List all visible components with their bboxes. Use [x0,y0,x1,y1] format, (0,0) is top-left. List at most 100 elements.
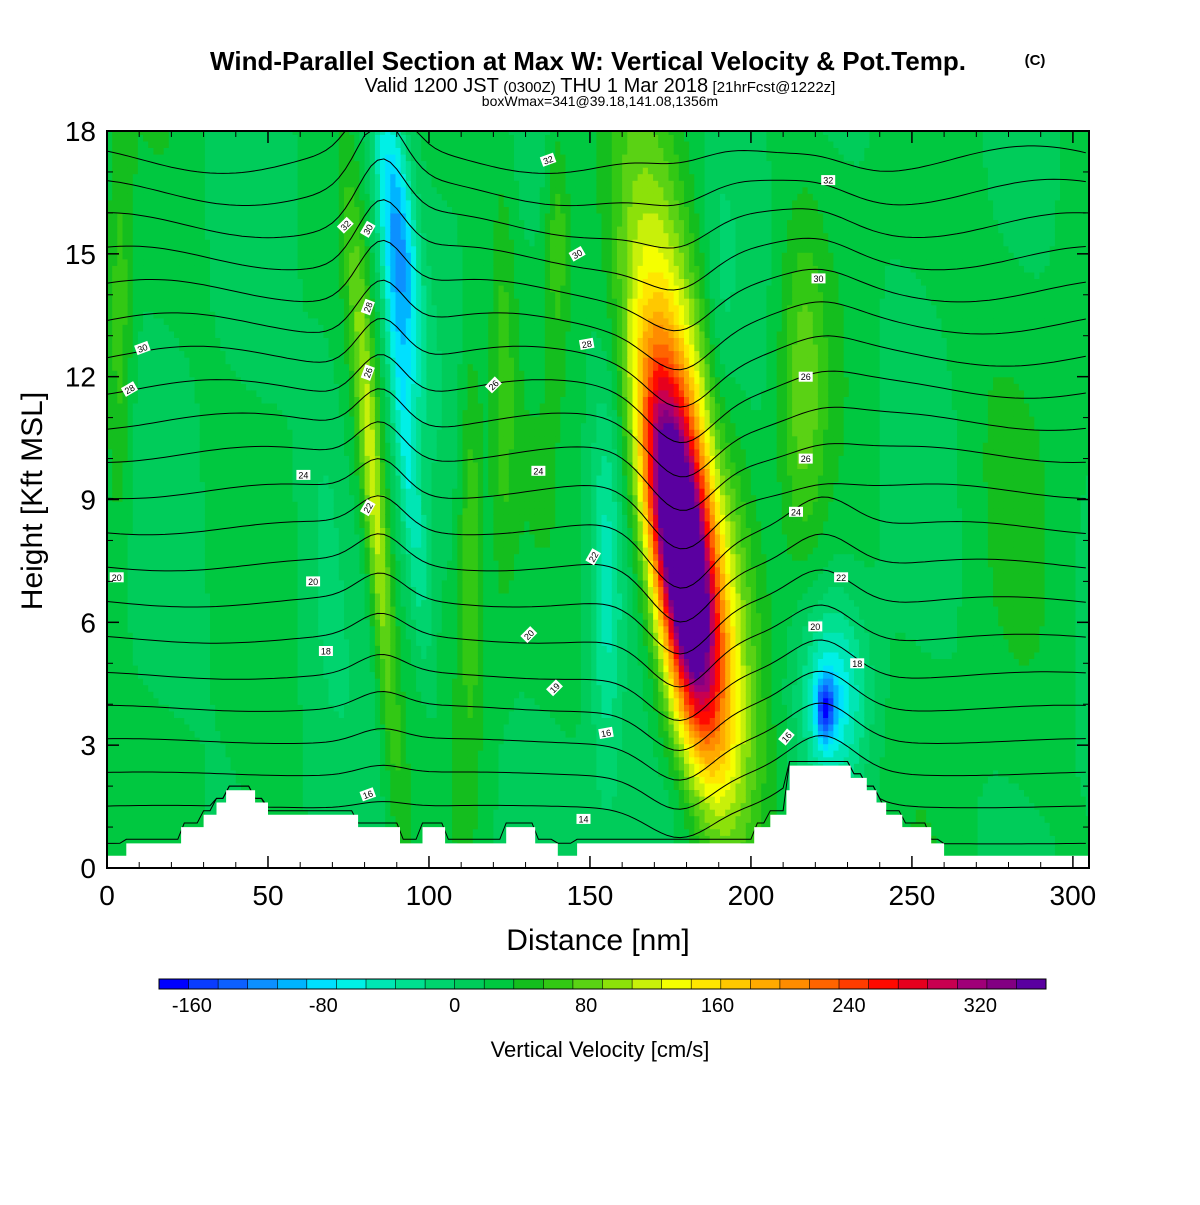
velocity-cell [204,494,211,502]
velocity-cell [282,324,288,332]
velocity-cell [323,304,330,312]
velocity-cell [210,131,216,135]
velocity-cell [153,167,160,175]
velocity-cell [210,782,216,790]
velocity-cell [215,743,221,751]
velocity-cell [266,402,273,411]
velocity-cell [168,678,175,686]
velocity-cell [107,245,113,253]
velocity-cell [107,566,113,574]
velocity-cell [287,527,294,535]
velocity-cell [158,311,165,319]
velocity-cell [148,658,154,666]
velocity-cell [282,291,288,299]
velocity-cell [107,186,113,194]
velocity-cell [292,258,299,266]
velocity-cell [287,343,294,352]
velocity-cell [282,455,288,463]
velocity-cell [158,435,165,443]
velocity-cell [179,357,185,365]
velocity-cell [158,134,165,142]
velocity-cell [174,461,180,469]
velocity-cell [132,822,139,830]
velocity-cell [220,488,227,496]
velocity-cell [204,756,211,764]
velocity-cell [318,560,324,568]
velocity-cell [313,278,319,286]
velocity-cell [148,265,154,273]
velocity-cell [179,619,185,627]
velocity-cell [210,743,216,751]
velocity-cell [143,258,149,266]
velocity-cell [297,795,304,804]
velocity-cell [112,474,118,483]
velocity-cell [287,664,294,673]
velocity-cell [163,612,170,620]
velocity-cell [117,527,124,535]
velocity-cell [328,769,335,777]
velocity-cell [210,357,216,365]
velocity-cell [117,809,124,817]
velocity-cell [132,193,139,201]
velocity-cell [210,474,216,483]
velocity-cell [261,658,268,666]
velocity-cell [282,468,288,476]
velocity-cell [127,357,134,365]
velocity-cell [210,258,216,266]
velocity-cell [240,579,247,587]
velocity-cell [112,822,118,830]
velocity-cell [292,520,299,528]
velocity-cell [313,514,319,522]
velocity-cell [132,789,139,797]
velocity-cell [143,664,149,673]
velocity-cell [179,271,185,279]
velocity-cell [271,632,278,640]
velocity-cell [307,520,314,528]
velocity-cell [240,271,247,279]
velocity-cell [328,324,335,332]
velocity-cell [179,258,185,266]
velocity-cell [225,474,232,483]
velocity-cell [261,278,268,286]
velocity-cell [297,252,304,260]
velocity-cell [153,763,160,771]
velocity-cell [153,278,160,286]
velocity-cell [122,186,129,194]
velocity-cell [277,560,283,568]
velocity-cell [277,167,283,175]
velocity-cell [292,710,299,718]
velocity-cell [328,167,335,175]
velocity-cell [225,743,232,751]
velocity-cell [158,710,165,718]
velocity-cell [292,664,299,673]
velocity-cell [240,442,247,450]
velocity-cell [194,533,201,542]
velocity-cell [318,245,324,253]
velocity-cell [153,606,160,614]
velocity-cell [287,265,294,273]
velocity-cell [174,697,180,705]
velocity-cell [323,212,330,221]
velocity-cell [137,474,144,483]
velocity-cell [127,140,134,148]
velocity-cell [292,776,299,784]
velocity-cell [307,461,314,469]
velocity-cell [235,514,242,522]
velocity-cell [246,226,252,234]
velocity-cell [251,737,257,745]
velocity-cell [163,723,170,732]
velocity-cell [168,455,175,463]
velocity-cell [235,311,242,319]
velocity-cell [318,474,324,483]
velocity-cell [318,186,324,194]
velocity-cell [127,258,134,266]
velocity-cell [179,723,185,732]
velocity-cell [153,802,160,810]
velocity-cell [246,664,252,673]
velocity-cell [137,396,144,404]
velocity-cell [174,455,180,463]
velocity-cell [328,232,335,240]
velocity-cell [204,678,211,686]
velocity-cell [323,540,330,548]
velocity-cell [199,402,206,411]
